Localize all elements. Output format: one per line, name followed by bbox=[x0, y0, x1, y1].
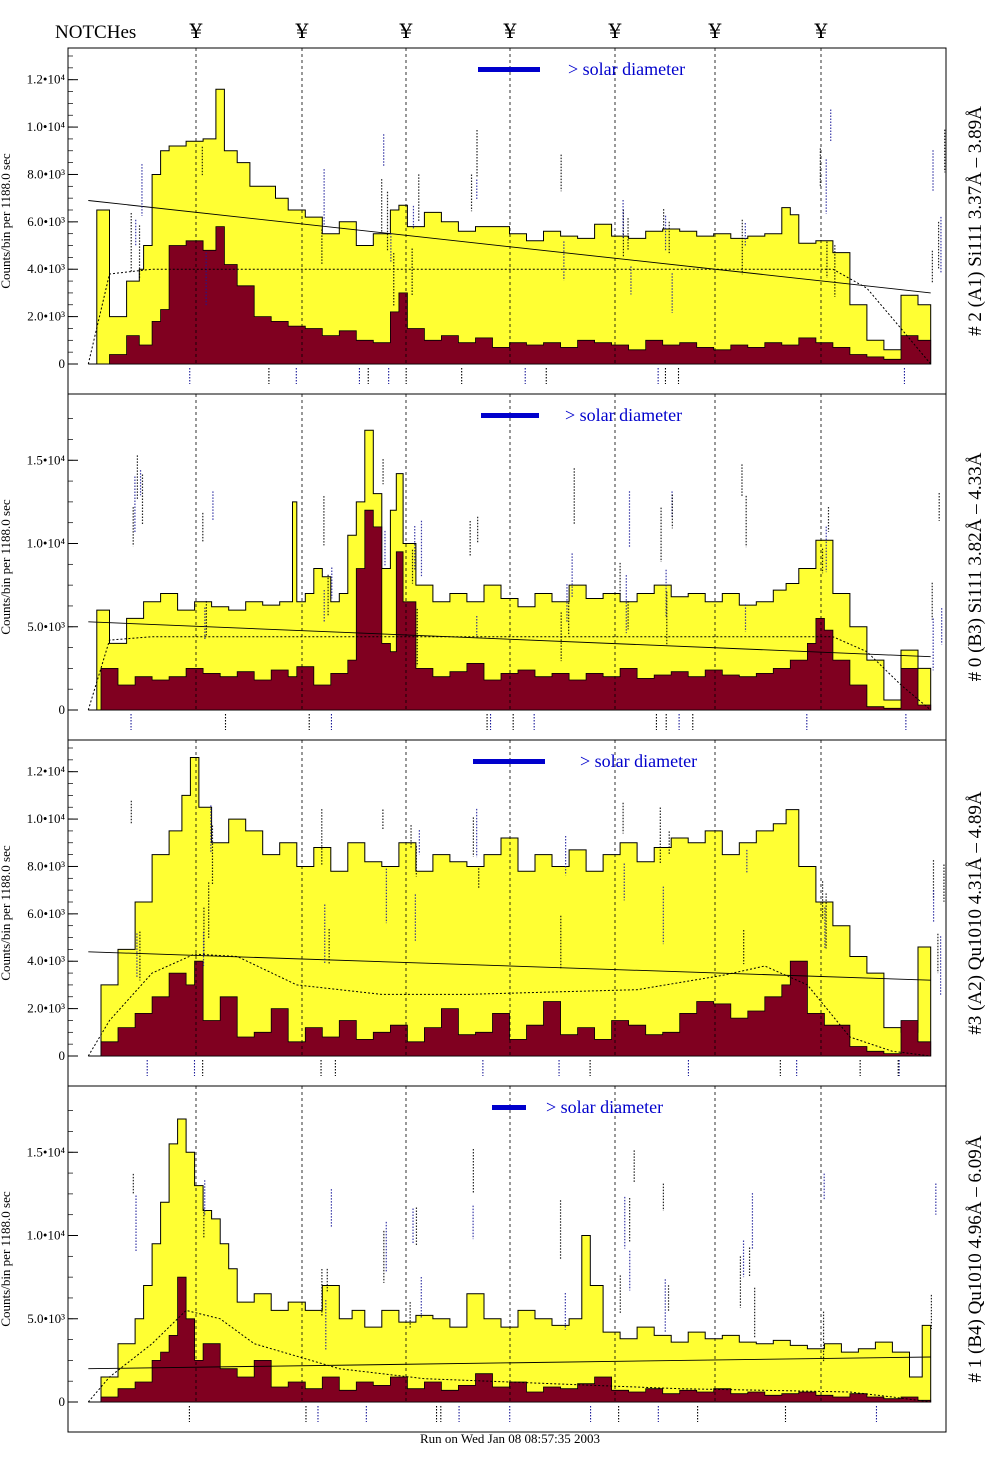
panel-b3-ytick-label-3: 1.5•10⁴ bbox=[27, 452, 66, 467]
panel-a1-total-series bbox=[88, 88, 932, 365]
panel-a1-ytick-label-4: 8.0•10³ bbox=[27, 166, 65, 181]
panel-b3-ytick-label-2: 1.0•10⁴ bbox=[27, 536, 66, 551]
panel-b4-legend-swatch bbox=[492, 1105, 526, 1110]
panel-a1-ytick-label-3: 6.0•10³ bbox=[27, 214, 65, 229]
notch-marker-6: ¥ bbox=[708, 19, 722, 43]
notch-marker-7: ¥ bbox=[814, 19, 828, 43]
panel-a2-ytick-label-4: 8.0•10³ bbox=[27, 858, 65, 873]
panel-a2-ytick-label-6: 1.2•10⁴ bbox=[27, 764, 66, 779]
panel-a1-trend-series bbox=[88, 200, 931, 294]
panel-b4-total-series bbox=[88, 1118, 932, 1403]
panel-b3-total-series bbox=[88, 429, 932, 711]
panel-b4-ytick-label-3: 1.5•10⁴ bbox=[27, 1144, 66, 1159]
notch-marker-3: ¥ bbox=[399, 19, 413, 43]
panel-b3-legend-swatch bbox=[481, 413, 539, 418]
panel-a2-total-series bbox=[88, 757, 932, 1057]
panel-a1-side-label: # 2 (A1) Si111 3.37Å – 3.89Å bbox=[965, 106, 986, 336]
panel-b4-ytick-label-0: 0 bbox=[59, 1394, 66, 1409]
panel-a1-ylabel: Counts/bin per 1188.0 sec bbox=[0, 153, 13, 289]
panel-a2-line-series bbox=[88, 960, 932, 1057]
panel-a1-ytick-label-2: 4.0•10³ bbox=[27, 261, 65, 276]
panel-a2-trend-series bbox=[88, 951, 931, 981]
panel-a2-ytick-label-5: 1.0•10⁴ bbox=[27, 811, 66, 826]
panel-a1-legend-swatch bbox=[478, 67, 540, 72]
panel-a1-baseline-series bbox=[87, 268, 932, 365]
panel-a2-legend-label: > solar diameter bbox=[580, 751, 697, 771]
panel-a2-legend-swatch bbox=[473, 759, 545, 764]
panel-b4-line-series bbox=[88, 1276, 932, 1403]
run-timestamp: Run on Wed Jan 08 08:57:35 2003 bbox=[420, 1431, 600, 1446]
panel-b4-ylabel: Counts/bin per 1188.0 sec bbox=[0, 1191, 13, 1327]
panel-a2-ytick-label-0: 0 bbox=[59, 1048, 66, 1063]
panel-b3-line-series bbox=[88, 509, 932, 711]
notches-label: NOTCHes bbox=[55, 22, 136, 43]
panel-a1-ytick-label-0: 0 bbox=[59, 356, 66, 371]
panel-b4-ytick-label-2: 1.0•10⁴ bbox=[27, 1228, 66, 1243]
panel-a2-ytick-label-1: 2.0•10³ bbox=[27, 1001, 65, 1016]
panel-b4-side-label: # 1 (B4) Qu1010 4.96Å – 6.09Å bbox=[965, 1135, 986, 1382]
notch-marker-2: ¥ bbox=[295, 19, 309, 43]
panel-b3-legend-label: > solar diameter bbox=[565, 405, 682, 425]
panel-a1-ytick-label-5: 1.0•10⁴ bbox=[27, 119, 66, 134]
panel-b3-baseline-series bbox=[87, 636, 932, 711]
notch-marker-1: ¥ bbox=[189, 19, 203, 43]
panel-b3-side-label: # 0 (B3) Si111 3.82Å – 4.33Å bbox=[965, 452, 986, 681]
panel-a2-ytick-label-2: 4.0•10³ bbox=[27, 953, 65, 968]
panel-a2-ytick-label-3: 6.0•10³ bbox=[27, 906, 65, 921]
panel-b4-legend-label: > solar diameter bbox=[546, 1097, 663, 1117]
panel-b3-trend-series bbox=[88, 621, 931, 658]
panel-b3-ytick-label-1: 5.0•10³ bbox=[27, 619, 65, 634]
panel-a1-line-series bbox=[88, 226, 932, 365]
panel-b3-ylabel: Counts/bin per 1188.0 sec bbox=[0, 499, 13, 635]
panel-b4-trend-series bbox=[88, 1356, 931, 1370]
panel-a1-ytick-label-6: 1.2•10⁴ bbox=[27, 72, 66, 87]
panel-b4-ytick-label-1: 5.0•10³ bbox=[27, 1311, 65, 1326]
panel-b3-ytick-label-0: 0 bbox=[59, 702, 66, 717]
panel-a1-ytick-label-1: 2.0•10³ bbox=[27, 309, 65, 324]
panel-a2-baseline-series bbox=[87, 953, 931, 1057]
notch-marker-4: ¥ bbox=[503, 19, 517, 43]
panel-a2-side-label: #3 (A2) Qu1010 4.31Å – 4.89Å bbox=[965, 791, 986, 1035]
panel-a1-legend-label: > solar diameter bbox=[568, 59, 685, 79]
panel-b4-frame bbox=[67, 1085, 947, 1433]
panel-a2-ylabel: Counts/bin per 1188.0 sec bbox=[0, 845, 13, 981]
notch-marker-5: ¥ bbox=[608, 19, 622, 43]
